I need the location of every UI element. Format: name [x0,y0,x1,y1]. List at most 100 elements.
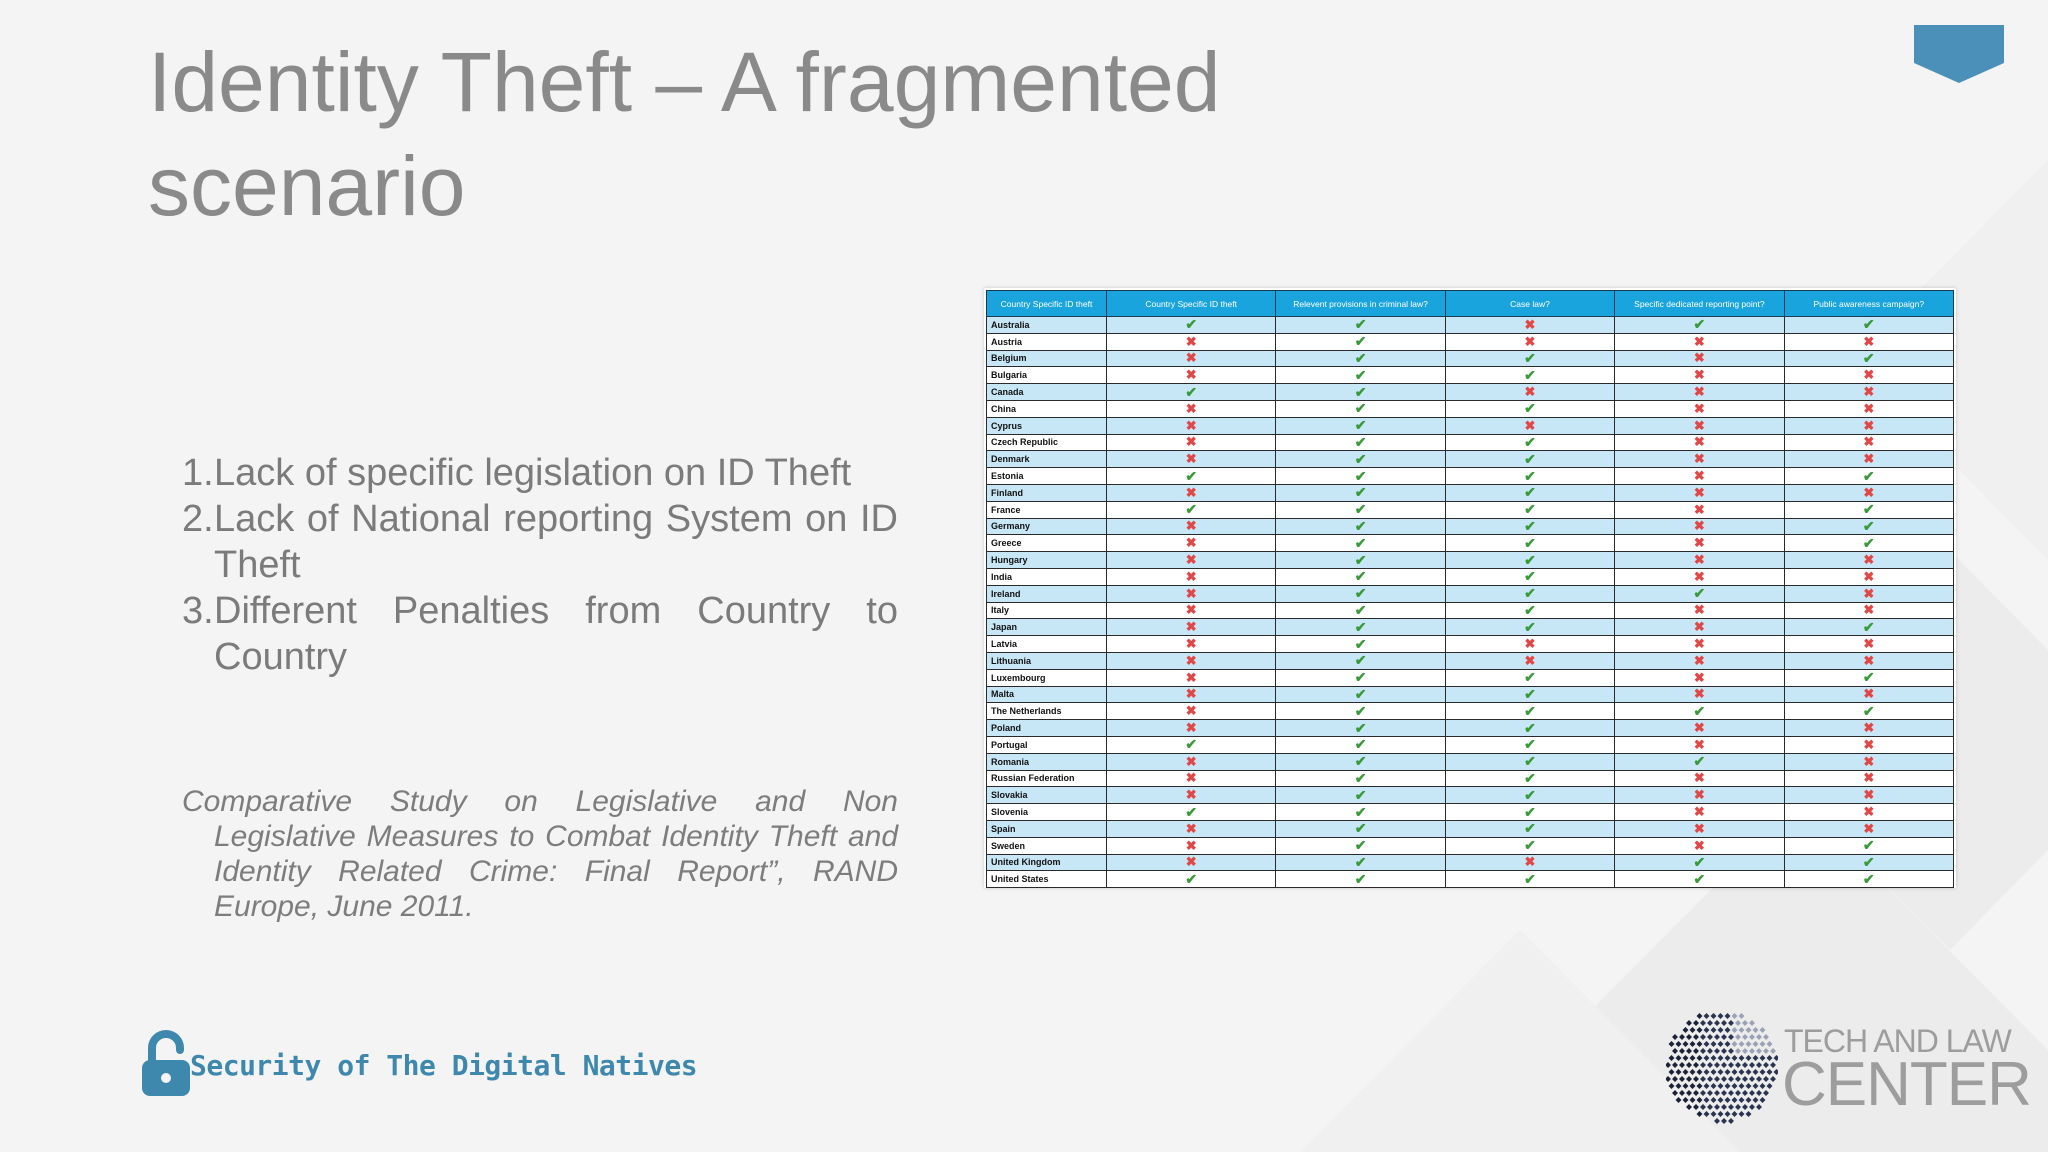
cross-icon: ✖ [1693,787,1705,803]
cross-icon: ✖ [1863,434,1875,450]
check-icon: ✔ [1354,652,1367,669]
status-cell: ✖ [1105,399,1277,418]
status-cell: ✖ [1783,685,1955,704]
citation: Comparative Study on Legislative and Non… [182,785,898,923]
check-icon: ✔ [1354,803,1367,820]
country-cell: Hungary [986,551,1107,569]
cross-icon: ✖ [1863,484,1875,500]
status-cell: ✔ [1444,601,1616,620]
check-icon: ✔ [1524,769,1536,786]
cross-icon: ✖ [1524,384,1536,400]
cross-icon: ✖ [1863,451,1875,467]
status-cell: ✔ [1444,450,1616,469]
status-cell: ✖ [1614,551,1785,569]
status-cell: ✖ [1614,735,1785,754]
cross-icon: ✖ [1863,686,1875,702]
unlocked-padlock-icon [142,1030,190,1096]
status-cell: ✔ [1783,534,1955,553]
country-cell: Lithuania [986,651,1107,670]
country-cell: United Kingdom [986,853,1107,872]
status-cell: ✔ [1105,316,1277,334]
status-cell: ✖ [1105,517,1277,536]
list-item-number: 3. [182,590,214,632]
table-row: Luxembourg ✖ ✔ ✔ ✖ ✔ [986,668,1955,687]
country-cell: Belgium [986,349,1107,368]
status-cell: ✖ [1444,416,1616,435]
check-icon: ✔ [1354,786,1367,803]
cross-icon: ✖ [1185,669,1197,685]
check-icon: ✔ [1693,753,1706,770]
status-cell: ✔ [1614,752,1785,771]
check-icon: ✔ [1862,702,1875,719]
status-cell: ✔ [1275,803,1446,821]
column-header: Public awareness campaign? [1783,290,1955,317]
status-cell: ✖ [1614,467,1785,485]
check-icon: ✔ [1354,853,1367,870]
globe-mesh-icon [1666,1013,1778,1124]
status-cell: ✔ [1783,668,1955,687]
table-row: Italy ✖ ✔ ✔ ✖ ✖ [986,601,1955,620]
status-cell: ✔ [1444,517,1616,536]
cross-icon: ✖ [1185,854,1197,870]
cross-icon: ✖ [1185,333,1197,349]
country-cell: France [986,500,1107,519]
status-cell: ✖ [1105,786,1277,805]
check-icon: ✔ [1524,820,1536,837]
country-cell: Austria [986,332,1107,351]
table-row: Romania ✖ ✔ ✔ ✔ ✖ [986,752,1955,771]
status-cell: ✔ [1444,836,1616,855]
country-cell: Romania [986,752,1107,771]
check-icon: ✔ [1524,753,1536,770]
cross-icon: ✖ [1524,652,1536,668]
country-cell: Malta [986,685,1107,704]
check-icon: ✔ [1524,568,1536,585]
list-item-number: 2. [182,498,214,540]
cross-icon: ✖ [1863,652,1875,668]
status-cell: ✔ [1275,551,1446,569]
check-icon: ✔ [1354,383,1367,400]
country-cell: United States [986,870,1107,889]
check-icon: ✔ [1524,366,1536,383]
table-row: Ireland ✖ ✔ ✔ ✔ ✖ [986,584,1955,603]
cross-icon: ✖ [1693,367,1705,383]
country-cell: Czech Republic [986,433,1107,452]
check-icon: ✔ [1354,551,1367,568]
status-cell: ✔ [1444,567,1616,586]
comparison-table: Country Specific ID theft Country Specif… [986,290,1955,889]
status-cell: ✖ [1105,416,1277,435]
country-cell: Finland [986,483,1107,502]
country-cell: Spain [986,819,1107,838]
cross-icon: ✖ [1863,585,1875,601]
status-cell: ✖ [1105,366,1277,385]
cross-icon: ✖ [1693,484,1705,500]
check-icon: ✔ [1524,501,1536,518]
status-cell: ✖ [1614,534,1785,553]
status-cell: ✖ [1783,803,1955,821]
table-row: Denmark ✖ ✔ ✔ ✖ ✖ [986,450,1955,469]
cross-icon: ✖ [1185,652,1197,668]
status-cell: ✔ [1105,500,1277,519]
status-cell: ✖ [1783,416,1955,435]
table-row: Poland ✖ ✔ ✔ ✖ ✖ [986,719,1955,737]
status-cell: ✔ [1275,416,1446,435]
tech-and-law-center-logo: TECH AND LAW CENTER [1666,1005,2032,1127]
check-icon: ✔ [1354,316,1367,333]
status-cell: ✖ [1105,719,1277,737]
table-row: Czech Republic ✖ ✔ ✔ ✖ ✖ [986,433,1955,452]
status-cell: ✖ [1614,803,1785,821]
cross-icon: ✖ [1524,333,1536,349]
cross-icon: ✖ [1863,820,1875,836]
status-cell: ✖ [1614,567,1785,586]
check-icon: ✔ [1354,433,1367,450]
cross-icon: ✖ [1693,669,1705,685]
status-cell: ✖ [1105,668,1277,687]
table-row: Portugal ✔ ✔ ✔ ✖ ✖ [986,735,1955,754]
table-row: China ✖ ✔ ✔ ✖ ✖ [986,399,1955,418]
status-cell: ✔ [1275,853,1446,872]
table-row: India ✖ ✔ ✔ ✖ ✖ [986,567,1955,586]
table-row: Lithuania ✖ ✔ ✖ ✖ ✖ [986,651,1955,670]
cross-icon: ✖ [1863,804,1875,819]
status-cell: ✔ [1275,702,1446,721]
status-cell: ✖ [1783,819,1955,838]
table-row: Estonia ✔ ✔ ✔ ✖ ✔ [986,467,1955,485]
